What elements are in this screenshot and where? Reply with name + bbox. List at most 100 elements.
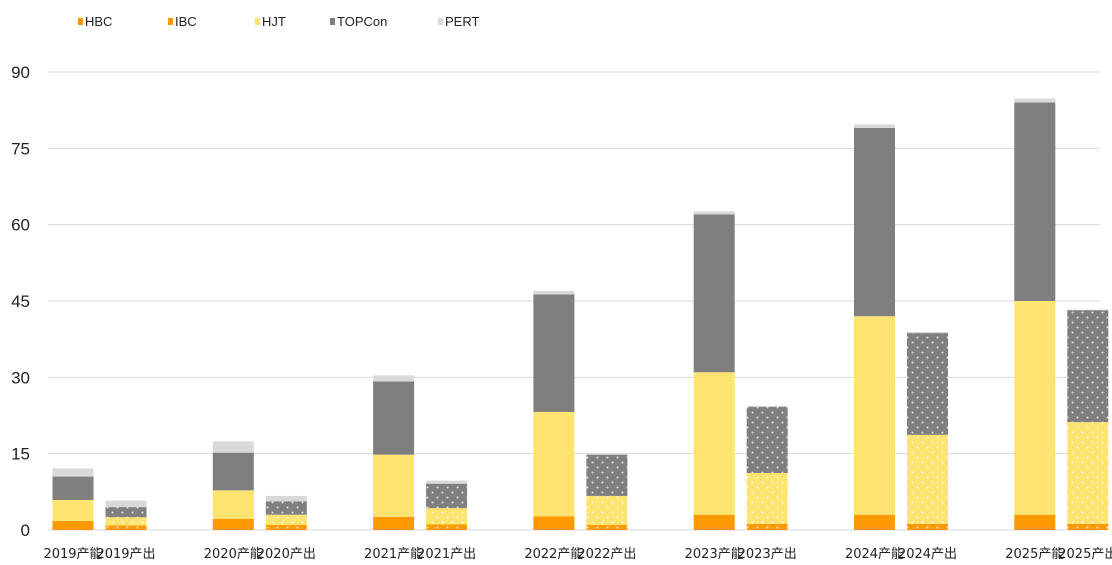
x-tick-label: 2021产出: [417, 547, 476, 562]
bar-segment: [533, 290, 575, 295]
bar-segment: [105, 500, 147, 508]
bar-segment: [586, 453, 628, 455]
bar-segment-pattern: [1067, 523, 1109, 529]
y-tick-label: 45: [11, 292, 30, 311]
y-tick-label: 75: [11, 139, 30, 158]
bar-segment: [533, 294, 575, 412]
bar-segment: [52, 468, 94, 477]
bar-segment: [212, 518, 254, 529]
bar-segment: [373, 528, 415, 530]
bar-segment-pattern: [907, 333, 948, 435]
bar-segment: [52, 476, 94, 500]
y-axis: 0 15 30 45 60 75 90: [11, 63, 30, 540]
bar-segment-pattern: [1067, 528, 1109, 530]
legend: HBC IBC HJT TOPCon PERT: [78, 14, 479, 29]
legend-label: HBC: [85, 14, 112, 29]
y-tick-label: 30: [11, 368, 30, 387]
bar-segment-pattern: [265, 514, 307, 525]
bar-segment: [693, 214, 735, 373]
y-tick-label: 60: [11, 216, 30, 235]
bar-segment: [212, 452, 254, 491]
bar-segment: [1014, 527, 1056, 530]
bar-segment: [907, 332, 948, 334]
bar-segment: [1014, 301, 1056, 515]
x-tick-label: 2019产出: [96, 547, 155, 562]
bar-segment-pattern: [746, 528, 788, 530]
legend-swatch: [168, 18, 173, 25]
bar-segment: [1014, 98, 1056, 103]
bar-segment-pattern: [1067, 310, 1109, 423]
bar-segment: [212, 490, 254, 519]
bar-segment-pattern: [105, 507, 147, 518]
bar-segment: [693, 527, 735, 530]
legend-swatch: [255, 18, 260, 25]
x-tick-label: 2024产出: [898, 547, 957, 562]
bar-segment: [693, 211, 735, 215]
legend-label: HJT: [262, 14, 286, 29]
x-tick-label: 2023产能: [685, 547, 744, 562]
bar-segment-pattern: [746, 473, 788, 524]
bar-segment-pattern: [907, 434, 948, 524]
bar-segment: [854, 527, 895, 530]
y-tick-label: 90: [11, 63, 30, 82]
legend-label: PERT: [445, 14, 479, 29]
x-tick-label: 2024产能: [845, 547, 904, 562]
x-tick-label: 2025产能: [1005, 547, 1064, 562]
x-tick-label: 2021产能: [364, 547, 423, 562]
bar-segment: [373, 381, 415, 455]
x-tick-label: 2020产能: [204, 547, 263, 562]
bar-segment-pattern: [907, 528, 948, 530]
bar-segment: [1014, 514, 1056, 528]
bar-segment-pattern: [426, 524, 468, 530]
bar-segment-pattern: [586, 529, 628, 530]
x-tick-label: 2022产出: [577, 547, 636, 562]
x-tick-label: 2022产能: [524, 547, 583, 562]
bar-segment: [373, 375, 415, 382]
bar-segment: [1067, 309, 1109, 311]
bar-segment-pattern: [586, 454, 628, 496]
x-tick-label: 2023产出: [738, 547, 797, 562]
legend-swatch: [438, 18, 443, 25]
legend-swatch: [78, 18, 83, 25]
x-tick-label: 2020产出: [257, 547, 316, 562]
bar-segment: [426, 480, 468, 484]
bar-segment: [854, 127, 895, 317]
bar-segment: [854, 316, 895, 515]
bar-segment-pattern: [265, 524, 307, 530]
bar-segment-pattern: [265, 501, 307, 515]
bar-segment-pattern: [105, 525, 147, 530]
bar-segment-pattern: [426, 508, 468, 525]
bar-segment: [265, 495, 307, 502]
bar-segment: [52, 520, 94, 529]
bar-segment-pattern: [105, 529, 147, 530]
bar-segment: [373, 454, 415, 517]
bar-segment-pattern: [105, 517, 147, 526]
legend-swatch: [330, 18, 335, 25]
bar-segment-pattern: [1067, 422, 1109, 524]
y-tick-label: 15: [11, 445, 30, 464]
legend-label: TOPCon: [337, 14, 387, 29]
x-tick-label: 2025产出: [1058, 547, 1112, 562]
bar-segment: [52, 499, 94, 521]
bar-segment: [212, 528, 254, 530]
bars: [52, 98, 1109, 530]
bar-segment: [854, 124, 895, 128]
bar-segment: [746, 405, 788, 407]
bar-segment: [533, 516, 575, 528]
bar-segment-pattern: [265, 529, 307, 530]
bar-segment-pattern: [907, 523, 948, 529]
bar-segment: [212, 441, 254, 453]
bar-segment: [854, 514, 895, 528]
bar-segment: [373, 516, 415, 529]
bar-segment: [1014, 102, 1056, 302]
bar-segment-pattern: [426, 529, 468, 530]
bar-segment-pattern: [746, 406, 788, 474]
bar-segment: [693, 372, 735, 515]
bar-segment: [533, 527, 575, 530]
bar-segment: [52, 528, 94, 530]
y-tick-label: 0: [21, 521, 30, 540]
legend-label: IBC: [175, 14, 197, 29]
bar-segment-pattern: [586, 524, 628, 530]
